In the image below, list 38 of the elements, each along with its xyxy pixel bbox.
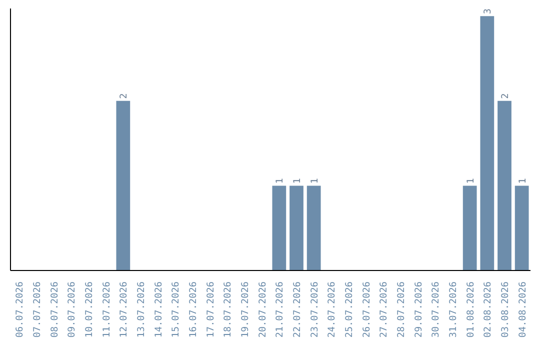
x-tick-label: 29.07.2026 [413,281,424,338]
x-tick-label: 25.07.2026 [344,281,355,338]
x-tick-label: 04.08.2026 [517,281,528,338]
x-tick-label: 14.07.2026 [153,281,164,338]
data-label: 2 [118,93,130,99]
x-tick-label: 28.07.2026 [396,281,407,338]
data-label: 1 [465,178,476,184]
x-tick-label: 10.07.2026 [84,281,95,338]
x-tick-label: 11.07.2026 [101,281,112,338]
x-tick-label: 19.07.2026 [240,281,251,338]
x-tick-label: 15.07.2026 [170,281,182,338]
x-tick-label: 13.07.2026 [136,281,147,338]
x-tick-label: 02.08.2026 [482,281,494,338]
data-label: 1 [292,178,303,184]
x-tick-label: 08.07.2026 [49,281,60,338]
x-tick-label: 06.07.2026 [14,281,26,338]
x-tick-label: 24.07.2026 [326,281,338,338]
x-tick-label: 16.07.2026 [188,281,199,338]
x-tick-label: 09.07.2026 [66,281,78,338]
data-label: 1 [517,178,528,184]
x-tick-label: 07.07.2026 [32,281,43,338]
x-tick-label: 26.07.2026 [361,281,372,338]
data-label: 1 [274,178,286,184]
x-tick-label: 23.07.2026 [309,281,320,338]
data-label: 3 [482,8,494,14]
x-tick-label: 27.07.2026 [378,281,390,338]
x-tick-label: 20.07.2026 [257,281,268,338]
x-tick-label: 17.07.2026 [205,281,216,338]
x-tick-label: 03.08.2026 [500,281,511,338]
x-tick-label: 01.08.2026 [465,281,476,338]
x-tick-label: 30.07.2026 [430,281,442,338]
x-tick-label: 12.07.2026 [118,281,130,338]
data-label: 2 [500,93,511,99]
x-tick-label: 22.07.2026 [292,281,303,338]
x-tick-label: 21.07.2026 [274,281,286,338]
x-tick-label: 31.07.2026 [448,281,459,338]
x-tick-label: 18.07.2026 [222,281,234,338]
data-label: 1 [309,178,320,184]
